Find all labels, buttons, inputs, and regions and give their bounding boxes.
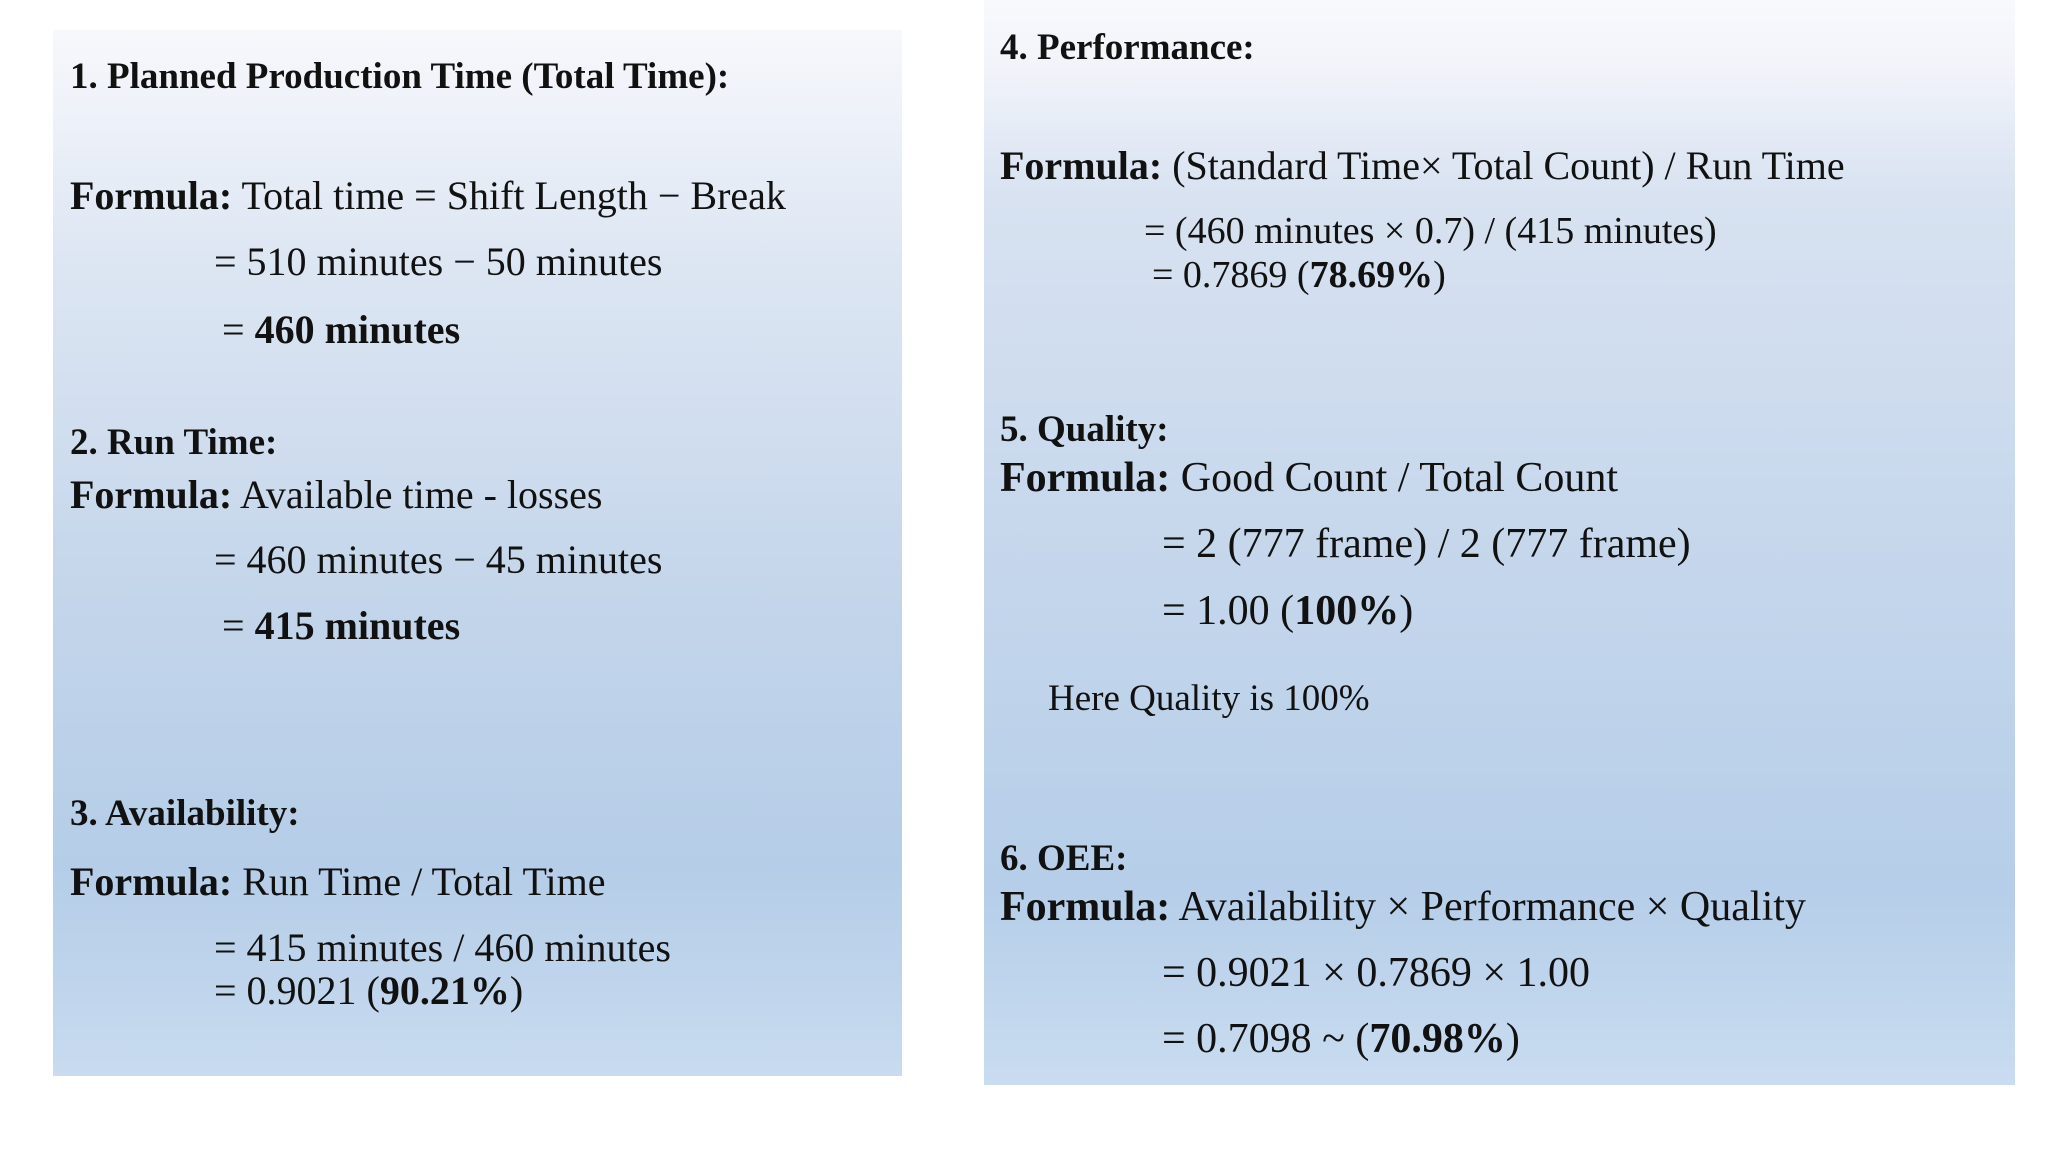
formula-text: Total time = Shift Length − Break — [241, 173, 786, 218]
result-prefix: = — [222, 603, 255, 648]
result-suffix: ) — [1505, 1016, 1520, 1062]
result-prefix: = 1.00 ( — [1162, 588, 1295, 634]
section-3-result: = 0.9021 (90.21%) — [214, 971, 523, 1011]
section-4-formula: Formula: (Standard Time× Total Count) / … — [1000, 146, 1845, 186]
section-2-result: = 415 minutes — [222, 606, 460, 646]
formula-text: Run Time / Total Time — [242, 859, 606, 904]
formula-label: Formula: — [70, 472, 233, 517]
section-3-formula: Formula: Run Time / Total Time — [70, 862, 605, 902]
right-panel — [984, 0, 2015, 1085]
result-prefix: = 0.7869 ( — [1152, 254, 1310, 296]
formula-text: Availability × Performance × Quality — [1178, 884, 1806, 930]
result-prefix: = — [222, 307, 255, 352]
formula-label: Formula: — [1000, 884, 1171, 930]
formula-label: Formula: — [70, 859, 233, 904]
section-2-formula: Formula: Available time - losses — [70, 475, 602, 515]
section-6-step: = 0.9021 × 0.7869 × 1.00 — [1162, 950, 1591, 996]
left-panel — [53, 30, 902, 1076]
section-1-heading: 1. Planned Production Time (Total Time): — [70, 56, 730, 97]
result-prefix: = 0.9021 ( — [214, 968, 380, 1013]
section-5-heading: 5. Quality: — [1000, 409, 1169, 450]
section-3-heading: 3. Availability: — [70, 793, 300, 834]
result-value: 415 minutes — [254, 603, 461, 648]
section-1-formula: Formula: Total time = Shift Length − Bre… — [70, 176, 786, 216]
section-1-step: = 510 minutes − 50 minutes — [214, 239, 663, 284]
result-value: 100% — [1294, 588, 1400, 634]
formula-label: Formula: — [70, 173, 233, 218]
result-value: 90.21% — [379, 968, 510, 1013]
section-4-result: = 0.7869 (78.69%) — [1152, 256, 1446, 294]
section-6-heading: 6. OEE: — [1000, 838, 1128, 879]
result-value: 70.98% — [1369, 1016, 1506, 1062]
result-suffix: ) — [1433, 254, 1446, 296]
section-3-step: = 415 minutes / 460 minutes — [214, 925, 671, 970]
section-5-formula: Formula: Good Count / Total Count — [1000, 457, 1618, 499]
section-5-result: = 1.00 (100%) — [1162, 590, 1413, 632]
section-2-heading: 2. Run Time: — [70, 422, 278, 463]
section-1-result: = 460 minutes — [222, 310, 460, 350]
formula-label: Formula: — [1000, 455, 1171, 501]
result-prefix: = 0.7098 ~ ( — [1162, 1016, 1370, 1062]
result-suffix: ) — [1399, 588, 1414, 634]
formula-text: Available time - losses — [239, 472, 603, 517]
section-6-result: = 0.7098 ~ (70.98%) — [1162, 1018, 1520, 1060]
section-2-step: = 460 minutes − 45 minutes — [214, 537, 663, 582]
result-suffix: ) — [509, 968, 524, 1013]
formula-label: Formula: — [1000, 143, 1163, 188]
section-6-formula: Formula: Availability × Performance × Qu… — [1000, 886, 1806, 928]
result-value: 460 minutes — [254, 307, 461, 352]
section-5-note: Here Quality is 100% — [1048, 678, 1370, 719]
formula-text: Good Count / Total Count — [1180, 455, 1619, 501]
section-4-heading: 4. Performance: — [1000, 27, 1255, 68]
formula-text: (Standard Time× Total Count) / Run Time — [1172, 143, 1845, 188]
result-value: 78.69% — [1309, 254, 1434, 296]
section-4-step: = (460 minutes × 0.7) / (415 minutes) — [1144, 210, 1717, 252]
section-5-step: = 2 (777 frame) / 2 (777 frame) — [1162, 521, 1691, 567]
